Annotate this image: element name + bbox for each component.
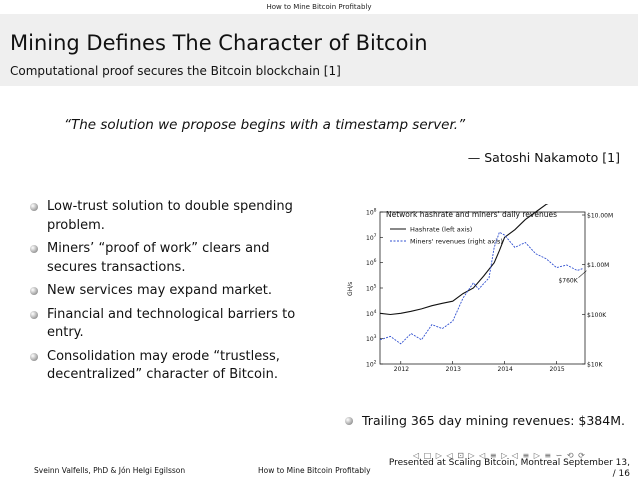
bullet-item: Financial and technological barriers to …	[30, 306, 315, 343]
y-left-tick-label: 104	[366, 309, 377, 318]
y-right-tick-label: $10.00M	[587, 213, 613, 220]
hashrate-revenue-chart: Network hashrate and miners' daily reven…	[347, 204, 613, 373]
x-tick-label: 2015	[549, 366, 564, 373]
hashrate-series-line	[379, 204, 549, 316]
annotation-revenue: $760K	[558, 278, 578, 285]
x-tick-label: 2014	[498, 366, 513, 373]
bullet-item: New services may expand market.	[30, 282, 315, 301]
bullet-icon	[30, 287, 38, 295]
slide-subtitle: Computational proof secures the Bitcoin …	[10, 64, 341, 78]
quote: “The solution we propose begins with a t…	[64, 117, 466, 133]
bullet-icon	[30, 245, 38, 253]
chart-legend: Hashrate (left axis) Miners' revenues (r…	[390, 226, 503, 246]
annotation-revenue-arrow	[578, 270, 587, 278]
quote-attribution: — Satoshi Nakamoto [1]	[467, 150, 620, 165]
y-left-tick-label: 106	[366, 258, 377, 267]
x-tick-label: 2012	[394, 366, 409, 373]
y-right-tick-label: $10K	[587, 362, 603, 369]
bullet-item: Low-trust solution to double spending pr…	[30, 198, 315, 235]
bullet-icon	[30, 310, 38, 319]
beamer-nav-icons[interactable]: ◁ □ ▷ ◁ ⊡ ▷ ◁ ≡ ▷ ◁ ≡ ▷ ≡ ∽ ⟲ ⟳	[413, 451, 586, 460]
y-right-tick-label: $100K	[587, 312, 607, 319]
x-tick-label: 2013	[446, 366, 461, 373]
y-right-tick-label: $1.00M	[587, 262, 609, 269]
bullet-icon	[30, 352, 38, 361]
chart-caption: Trailing 365 day mining revenues: $384M.	[345, 413, 625, 428]
footer-title: How to Mine Bitcoin Profitably	[258, 466, 371, 475]
chart-title: Network hashrate and miners' daily reven…	[386, 210, 557, 219]
revenue-series-line	[379, 231, 583, 345]
y-left-tick-label: 103	[366, 334, 377, 343]
y-axis-label: GH/s	[347, 282, 354, 296]
y-left-tick-label: 107	[366, 233, 377, 242]
running-header: How to Mine Bitcoin Profitably	[266, 3, 372, 11]
footer-authors: Sveinn Valfells, PhD & Jón Helgi Egilsso…	[34, 466, 186, 475]
presented-note: Presented at Scaling Bitcoin, Montreal S…	[388, 458, 630, 479]
y-left-tick-label: 102	[366, 360, 377, 369]
y-left-tick-label: 105	[366, 284, 377, 293]
slide-title: Mining Defines The Character of Bitcoin	[10, 31, 428, 55]
title-band	[0, 14, 638, 86]
bullet-icon	[345, 417, 353, 425]
bullet-item: Miners’ “proof of work” clears and secur…	[30, 240, 315, 277]
bullet-list: Low-trust solution to double spending pr…	[30, 198, 315, 390]
legend-hashrate-label: Hashrate (left axis)	[410, 226, 472, 234]
y-left-tick-label: 108	[366, 208, 377, 217]
bullet-icon	[30, 203, 38, 211]
plot-frame	[379, 211, 586, 365]
bullet-item: Consolidation may erode “trustless, dece…	[30, 348, 315, 385]
legend-revenue-label: Miners' revenues (right axis)	[410, 238, 503, 246]
